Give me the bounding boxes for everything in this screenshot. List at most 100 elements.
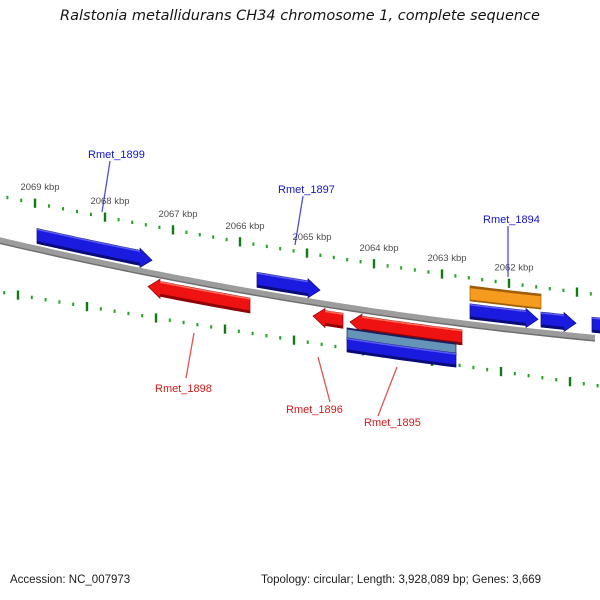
ruler-tick-minor — [346, 257, 349, 262]
ruler-tick-major — [305, 248, 309, 258]
ruler-tick-minor — [467, 276, 470, 280]
ruler-tick-minor — [252, 242, 255, 246]
ruler-tick-minor — [212, 235, 215, 239]
ruler-tick-minor — [168, 318, 171, 322]
ruler-tick-minor — [44, 298, 47, 302]
ruler-tick-minor — [548, 287, 551, 291]
gene-arrow-shading — [470, 316, 526, 326]
ruler-tick-major — [33, 198, 37, 208]
ruler-tick-minor — [306, 340, 309, 344]
ruler-tick-major — [575, 287, 579, 297]
gene-arrow-shading — [325, 322, 343, 329]
gene-arrow-shading — [257, 272, 308, 283]
gene-arrow-Rmet_1894[interactable] — [469, 303, 539, 329]
ruler-tick-minor — [541, 376, 544, 380]
gene-label-Rmet_1894[interactable]: Rmet_1894 — [483, 214, 540, 226]
gene-label-Rmet_1897[interactable]: Rmet_1897 — [278, 184, 335, 196]
ruler-tick-minor — [113, 309, 116, 313]
ruler-tick-minor — [535, 285, 538, 289]
ruler-tick-minor — [596, 384, 599, 388]
ruler-tick-minor — [237, 329, 240, 333]
gene-arrow-shading — [592, 329, 600, 333]
ruler-tick-minor — [292, 249, 295, 253]
ruler-label: 2064 kbp — [359, 243, 398, 254]
ruler-tick-minor — [76, 209, 78, 214]
ruler-tick-minor — [127, 311, 130, 316]
gene-arrow-shading — [541, 312, 564, 317]
gene-arrow-shading — [347, 337, 456, 355]
ruler-tick-minor — [386, 264, 389, 268]
ruler-tick-minor — [527, 374, 530, 378]
ruler-label: 2069 kbp — [20, 182, 59, 193]
gene-label-Rmet_1895[interactable]: Rmet_1895 — [364, 417, 421, 429]
ruler-tick-major — [171, 225, 175, 235]
ruler-tick-minor — [182, 320, 185, 325]
ruler-tick-minor — [413, 268, 416, 272]
ruler-tick-minor — [454, 274, 457, 278]
label-leader-line — [185, 332, 195, 379]
gene-arrow-shading — [592, 317, 600, 320]
gene-arrow-Rmet_1896[interactable] — [312, 307, 344, 329]
ruler-tick-minor — [589, 292, 592, 296]
gene-label-Rmet_1898[interactable]: Rmet_1898 — [155, 383, 212, 395]
ruler-tick-minor — [562, 288, 565, 293]
gene-arrow-shading — [325, 310, 343, 315]
ruler-tick-minor — [144, 223, 147, 227]
ruler-tick-minor — [279, 336, 282, 340]
ruler-tick-minor — [427, 270, 430, 274]
gene-arrow-shading — [362, 316, 462, 332]
ruler-tick-minor — [196, 323, 199, 327]
gene-arrow-blue-gene-b[interactable] — [591, 316, 600, 334]
ruler-tick-minor — [265, 334, 268, 338]
gene-label-Rmet_1899[interactable]: Rmet_1899 — [88, 149, 145, 161]
ruler-label: 2062 kbp — [494, 262, 533, 273]
status-accession: Accession: NC_007973 — [10, 574, 131, 586]
gene-arrow-orange-feature[interactable] — [469, 285, 542, 310]
ruler-tick-major — [292, 335, 296, 345]
gene-arrow-Rmet_1899[interactable] — [36, 228, 153, 269]
ruler-tick-minor — [359, 260, 362, 264]
gene-arrow-Rmet_1898[interactable] — [147, 278, 251, 314]
ruler-tick-major — [372, 259, 376, 269]
ruler-tick-minor — [3, 291, 6, 295]
ruler-label: 2068 kbp — [90, 196, 129, 207]
gene-arrow-blue-band-feature[interactable] — [346, 337, 457, 368]
ruler-tick-minor — [6, 195, 9, 200]
gene-arrow-Rmet_1897[interactable] — [256, 271, 321, 299]
ruler-tick-minor — [582, 382, 585, 386]
ruler-tick-major — [238, 237, 242, 247]
ruler-label: 2063 kbp — [427, 253, 466, 264]
status-summary: Topology: circular; Length: 3,928,089 bp… — [261, 574, 542, 586]
ruler-tick-minor — [99, 307, 102, 311]
gene-arrow-shading — [347, 327, 456, 345]
gene-arrow-shading — [160, 293, 250, 313]
ruler-label: 2067 kbp — [158, 209, 197, 220]
ruler-tick-minor — [48, 204, 50, 208]
ruler-tick-minor — [141, 314, 144, 318]
gene-arrow-blue-gene-a[interactable] — [540, 311, 577, 333]
ruler-tick-minor — [198, 233, 201, 237]
label-leader-line — [317, 356, 331, 403]
ruler-tick-minor — [332, 255, 335, 260]
ruler-tick-minor — [131, 220, 134, 224]
ruler-tick-major — [499, 367, 503, 377]
gene-arrow-shading — [347, 349, 456, 368]
ruler-tick-minor — [72, 302, 75, 306]
ruler-tick-major — [568, 377, 572, 387]
ruler-label: 2065 kbp — [292, 232, 331, 243]
gene-arrow-shading — [37, 240, 140, 266]
ruler-tick-major — [507, 278, 511, 288]
ruler-tick-minor — [90, 212, 92, 217]
gene-label-Rmet_1896[interactable]: Rmet_1896 — [286, 404, 343, 416]
ruler-tick-major — [16, 290, 20, 300]
ruler-tick-minor — [117, 218, 120, 222]
ruler-tick-minor — [62, 207, 64, 211]
genome-backbone — [0, 237, 596, 341]
gene-arrow-shading — [37, 228, 140, 252]
gene-arrow-shading — [541, 324, 564, 330]
ruler-tick-major — [85, 302, 89, 312]
ruler-tick-major — [103, 212, 107, 222]
ruler-tick-major — [223, 324, 227, 334]
ruler-tick-minor — [481, 277, 484, 282]
